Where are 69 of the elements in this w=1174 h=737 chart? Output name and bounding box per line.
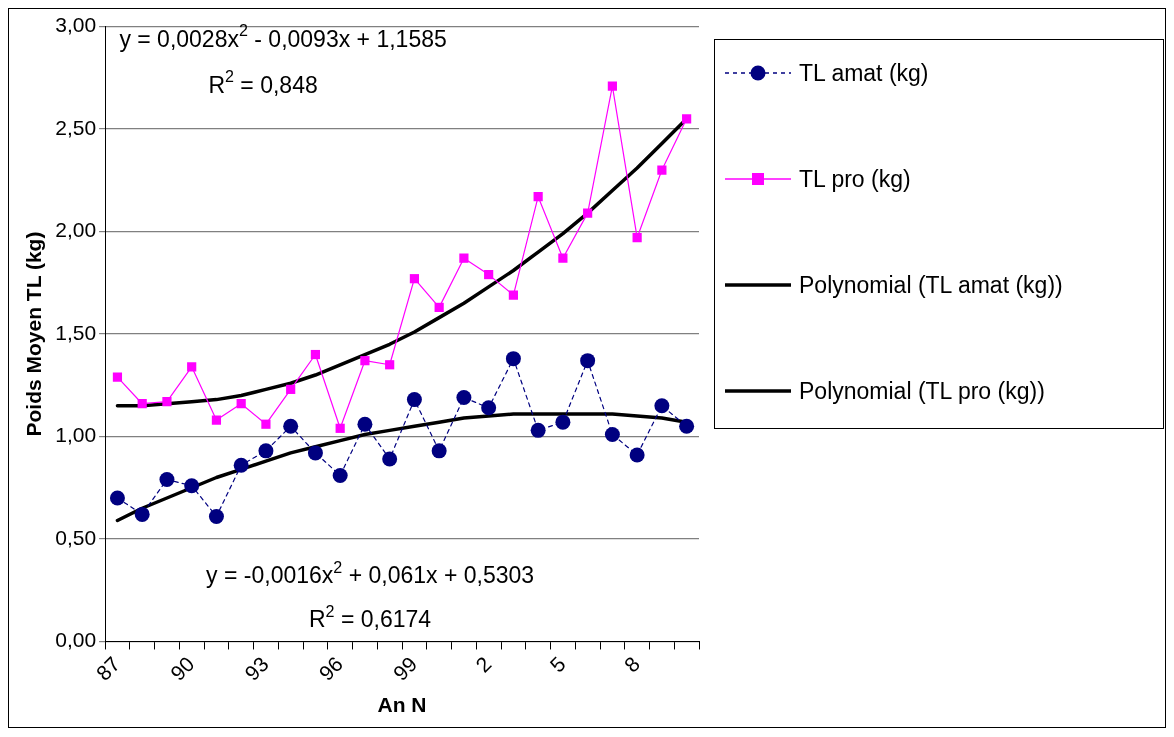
point <box>137 399 147 409</box>
point <box>184 478 200 494</box>
point <box>409 274 420 284</box>
point <box>533 192 543 202</box>
x-tick-label: 90 <box>165 652 199 685</box>
x-tick-label: 93 <box>240 652 273 685</box>
point <box>385 360 395 370</box>
y-tick-label: 2,50 <box>55 115 97 139</box>
point <box>434 302 444 312</box>
point <box>286 384 296 394</box>
point <box>332 467 348 483</box>
y-tick-label: 2,00 <box>55 218 97 242</box>
legend-label: Polynomial (TL pro (kg)) <box>799 377 1045 406</box>
point <box>682 114 692 124</box>
x-tick-label: 2 <box>471 652 496 677</box>
point <box>629 447 645 463</box>
point <box>310 349 321 360</box>
point <box>679 418 695 434</box>
point <box>360 356 370 366</box>
legend-label: Polynomial (TL amat (kg)) <box>799 271 1063 300</box>
point <box>208 508 224 524</box>
legend-label: TL amat (kg) <box>799 59 929 88</box>
point <box>406 392 422 408</box>
x-tick-label: 5 <box>545 652 570 677</box>
y-tick-label: 1,50 <box>55 320 97 344</box>
x-tick-label: 96 <box>314 652 348 685</box>
point <box>112 372 123 382</box>
point <box>580 353 596 369</box>
point <box>162 397 172 407</box>
point <box>583 208 593 218</box>
point <box>159 472 175 488</box>
point <box>555 414 571 430</box>
point <box>258 443 274 459</box>
point <box>508 290 518 300</box>
legend-label: TL pro (kg) <box>799 165 911 194</box>
point <box>307 445 323 461</box>
x-tick-label: 87 <box>91 652 125 685</box>
point <box>505 351 521 367</box>
point <box>233 457 249 473</box>
x-axis-title: An N <box>377 693 427 717</box>
x-tick-label: 8 <box>619 652 645 677</box>
y-tick-label: 0,00 <box>55 628 97 652</box>
point <box>657 165 667 175</box>
point <box>484 270 494 280</box>
point <box>558 253 568 263</box>
point <box>261 419 271 429</box>
x-tick-label: 99 <box>388 652 422 685</box>
point <box>382 451 398 467</box>
point <box>211 415 222 425</box>
point <box>530 422 546 438</box>
point <box>357 416 373 432</box>
y-tick-label: 3,00 <box>55 13 97 37</box>
point <box>456 390 472 406</box>
point <box>632 233 642 243</box>
point <box>604 426 620 442</box>
y-tick-label: 0,50 <box>55 525 97 549</box>
point <box>134 506 150 522</box>
point <box>236 399 246 409</box>
point <box>187 362 197 372</box>
point <box>335 423 345 433</box>
point <box>459 253 469 263</box>
y-tick-label: 1,00 <box>55 423 97 447</box>
point <box>481 400 497 416</box>
point <box>283 418 299 434</box>
point <box>654 398 670 414</box>
point <box>607 81 617 91</box>
point <box>109 490 125 506</box>
y-axis-title: Poids Moyen TL (kg) <box>22 231 46 437</box>
point <box>431 443 447 459</box>
